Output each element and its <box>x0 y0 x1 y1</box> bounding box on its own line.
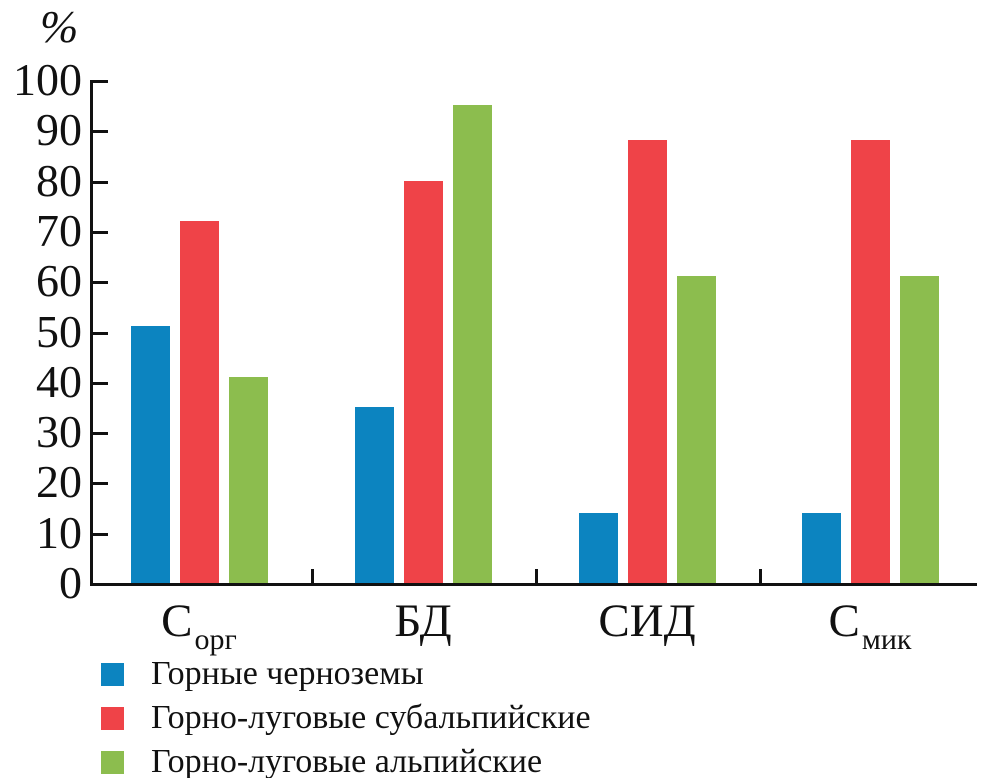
legend-label: Горно-луговые субальпийские <box>151 699 591 736</box>
x-category-label: БД <box>394 598 451 645</box>
y-tick <box>93 482 108 485</box>
y-tick <box>93 231 108 234</box>
x-category-label-subscript: орг <box>194 623 237 656</box>
legend: Горные черноземы Горно-луговые субальпийс… <box>101 652 591 778</box>
y-axis-unit-label: % <box>40 1 79 52</box>
y-tick-label: 100 <box>13 54 82 105</box>
x-divider-tick <box>759 569 762 583</box>
x-divider-tick <box>311 569 314 583</box>
y-tick <box>93 533 108 536</box>
y-tick <box>93 281 108 284</box>
legend-item: Горно-луговые альпийские <box>101 740 591 778</box>
legend-label: Горные черноземы <box>151 655 424 692</box>
legend-swatch-icon <box>101 750 124 774</box>
bar <box>579 513 618 583</box>
legend-item: Горные черноземы <box>101 652 591 696</box>
y-tick-label: 0 <box>59 557 82 608</box>
legend-label: Горно-луговые альпийские <box>151 743 543 778</box>
bar <box>677 276 716 583</box>
x-category-label: Сорг <box>161 595 237 655</box>
bar <box>355 407 394 583</box>
x-category-label-subscript: мик <box>861 623 912 656</box>
y-tick-label: 70 <box>36 205 82 256</box>
y-tick-label: 80 <box>36 155 82 206</box>
y-tick-label: 10 <box>36 507 82 558</box>
y-tick <box>93 382 108 385</box>
legend-swatch-icon <box>101 706 124 730</box>
bar <box>851 140 890 583</box>
y-tick-label: 30 <box>36 406 82 457</box>
y-tick <box>93 130 108 133</box>
bar <box>404 181 443 583</box>
y-tick-label: 40 <box>36 356 82 407</box>
bar <box>900 276 939 583</box>
x-category-label-main: БД <box>394 595 452 647</box>
bar <box>229 377 268 583</box>
x-category-label-main: С <box>828 595 860 647</box>
x-category-label-main: СИД <box>598 595 696 647</box>
y-tick-label: 50 <box>36 306 82 357</box>
bar <box>628 140 667 583</box>
x-category-label: Смик <box>828 595 912 655</box>
legend-item: Горно-луговые субальпийские <box>101 696 591 740</box>
y-tick-label: 60 <box>36 255 82 306</box>
y-tick <box>93 332 108 335</box>
bar <box>453 105 492 583</box>
bar <box>802 513 841 583</box>
y-tick-label: 90 <box>36 104 82 155</box>
legend-swatch-icon <box>101 662 124 686</box>
bar <box>180 221 219 583</box>
x-divider-tick <box>535 569 538 583</box>
bar <box>131 326 170 583</box>
y-tick <box>93 432 108 435</box>
x-category-label: СИД <box>598 598 695 645</box>
y-tick <box>93 80 108 83</box>
y-tick <box>93 181 108 184</box>
plot-area <box>90 80 977 586</box>
y-tick-label: 20 <box>36 456 82 507</box>
x-category-label-main: С <box>161 595 193 647</box>
